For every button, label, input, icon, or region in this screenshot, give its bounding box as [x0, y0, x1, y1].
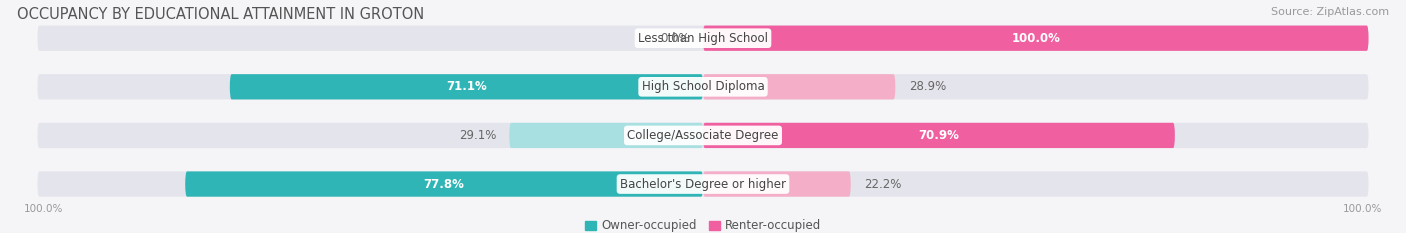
Text: 100.0%: 100.0% [1343, 204, 1382, 214]
Text: Source: ZipAtlas.com: Source: ZipAtlas.com [1271, 7, 1389, 17]
FancyBboxPatch shape [509, 123, 703, 148]
Legend: Owner-occupied, Renter-occupied: Owner-occupied, Renter-occupied [585, 219, 821, 232]
Text: Bachelor's Degree or higher: Bachelor's Degree or higher [620, 178, 786, 191]
Text: 0.0%: 0.0% [659, 32, 690, 45]
FancyBboxPatch shape [703, 171, 851, 197]
Text: OCCUPANCY BY EDUCATIONAL ATTAINMENT IN GROTON: OCCUPANCY BY EDUCATIONAL ATTAINMENT IN G… [17, 7, 425, 22]
FancyBboxPatch shape [38, 123, 1368, 148]
Text: 28.9%: 28.9% [908, 80, 946, 93]
Text: 77.8%: 77.8% [423, 178, 464, 191]
Text: 100.0%: 100.0% [24, 204, 63, 214]
Text: High School Diploma: High School Diploma [641, 80, 765, 93]
FancyBboxPatch shape [38, 171, 1368, 197]
FancyBboxPatch shape [703, 74, 896, 99]
Text: 70.9%: 70.9% [918, 129, 959, 142]
Text: 29.1%: 29.1% [458, 129, 496, 142]
FancyBboxPatch shape [38, 26, 1368, 51]
Text: 100.0%: 100.0% [1011, 32, 1060, 45]
FancyBboxPatch shape [38, 74, 1368, 99]
FancyBboxPatch shape [186, 171, 703, 197]
FancyBboxPatch shape [703, 26, 1368, 51]
Text: 22.2%: 22.2% [865, 178, 901, 191]
FancyBboxPatch shape [229, 74, 703, 99]
Text: Less than High School: Less than High School [638, 32, 768, 45]
Text: 71.1%: 71.1% [446, 80, 486, 93]
Text: College/Associate Degree: College/Associate Degree [627, 129, 779, 142]
FancyBboxPatch shape [703, 123, 1175, 148]
